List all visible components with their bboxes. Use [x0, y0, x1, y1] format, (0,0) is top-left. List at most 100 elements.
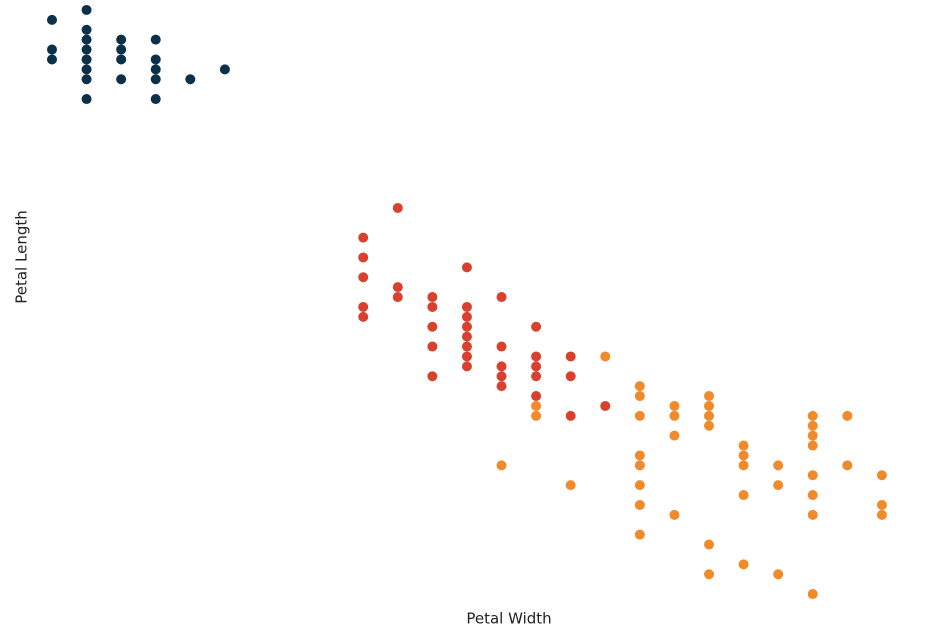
point — [634, 529, 645, 540]
y-axis-label: Petal Length — [13, 210, 31, 304]
point — [531, 321, 542, 332]
point — [496, 341, 507, 352]
point — [461, 361, 472, 372]
point — [807, 509, 818, 520]
point — [738, 450, 749, 461]
point — [150, 64, 161, 75]
point — [461, 262, 472, 273]
point — [150, 54, 161, 65]
point — [565, 371, 576, 382]
point — [81, 94, 92, 105]
point — [496, 381, 507, 392]
point — [358, 272, 369, 283]
point — [427, 341, 438, 352]
point — [461, 311, 472, 322]
point — [773, 460, 784, 471]
point — [669, 410, 680, 421]
point — [634, 410, 645, 421]
point — [150, 94, 161, 105]
point — [496, 460, 507, 471]
point — [531, 400, 542, 411]
point — [116, 44, 127, 55]
point — [565, 351, 576, 362]
point — [81, 34, 92, 45]
point — [81, 24, 92, 35]
point — [46, 54, 57, 65]
point — [496, 361, 507, 372]
point — [842, 410, 853, 421]
point — [669, 430, 680, 441]
point — [427, 292, 438, 303]
point — [773, 480, 784, 491]
point — [116, 54, 127, 65]
point — [427, 301, 438, 312]
point — [81, 54, 92, 65]
point — [807, 589, 818, 600]
point — [116, 34, 127, 45]
point — [704, 410, 715, 421]
point — [427, 371, 438, 382]
point — [634, 499, 645, 510]
point — [358, 311, 369, 322]
point — [876, 470, 887, 481]
point — [738, 490, 749, 501]
point — [81, 4, 92, 15]
point — [531, 371, 542, 382]
point — [738, 559, 749, 570]
point — [773, 569, 784, 580]
point — [531, 361, 542, 372]
point — [634, 381, 645, 392]
point — [634, 460, 645, 471]
point — [358, 232, 369, 243]
point — [704, 539, 715, 550]
point — [392, 292, 403, 303]
point — [634, 450, 645, 461]
point — [461, 331, 472, 342]
point — [461, 341, 472, 352]
point — [634, 480, 645, 491]
point — [876, 499, 887, 510]
point — [807, 470, 818, 481]
point — [392, 202, 403, 213]
point — [150, 74, 161, 85]
point — [531, 391, 542, 402]
point — [219, 64, 230, 75]
point — [704, 391, 715, 402]
point — [461, 301, 472, 312]
point — [738, 460, 749, 471]
point — [669, 509, 680, 520]
point — [185, 74, 196, 85]
point — [704, 569, 715, 580]
point — [496, 292, 507, 303]
point — [807, 430, 818, 441]
point — [116, 74, 127, 85]
point — [81, 74, 92, 85]
point — [600, 400, 611, 411]
point — [634, 391, 645, 402]
point — [531, 410, 542, 421]
point — [46, 14, 57, 25]
point — [565, 480, 576, 491]
point — [704, 420, 715, 431]
point — [81, 44, 92, 55]
point — [669, 400, 680, 411]
point — [496, 371, 507, 382]
point — [392, 282, 403, 293]
point — [81, 64, 92, 75]
point — [427, 321, 438, 332]
point — [807, 490, 818, 501]
point — [807, 440, 818, 451]
point — [46, 44, 57, 55]
point — [738, 440, 749, 451]
point — [842, 460, 853, 471]
point — [565, 410, 576, 421]
point — [807, 420, 818, 431]
point — [461, 351, 472, 362]
point — [704, 400, 715, 411]
point — [150, 34, 161, 45]
point — [358, 301, 369, 312]
point — [600, 351, 611, 362]
point — [876, 509, 887, 520]
